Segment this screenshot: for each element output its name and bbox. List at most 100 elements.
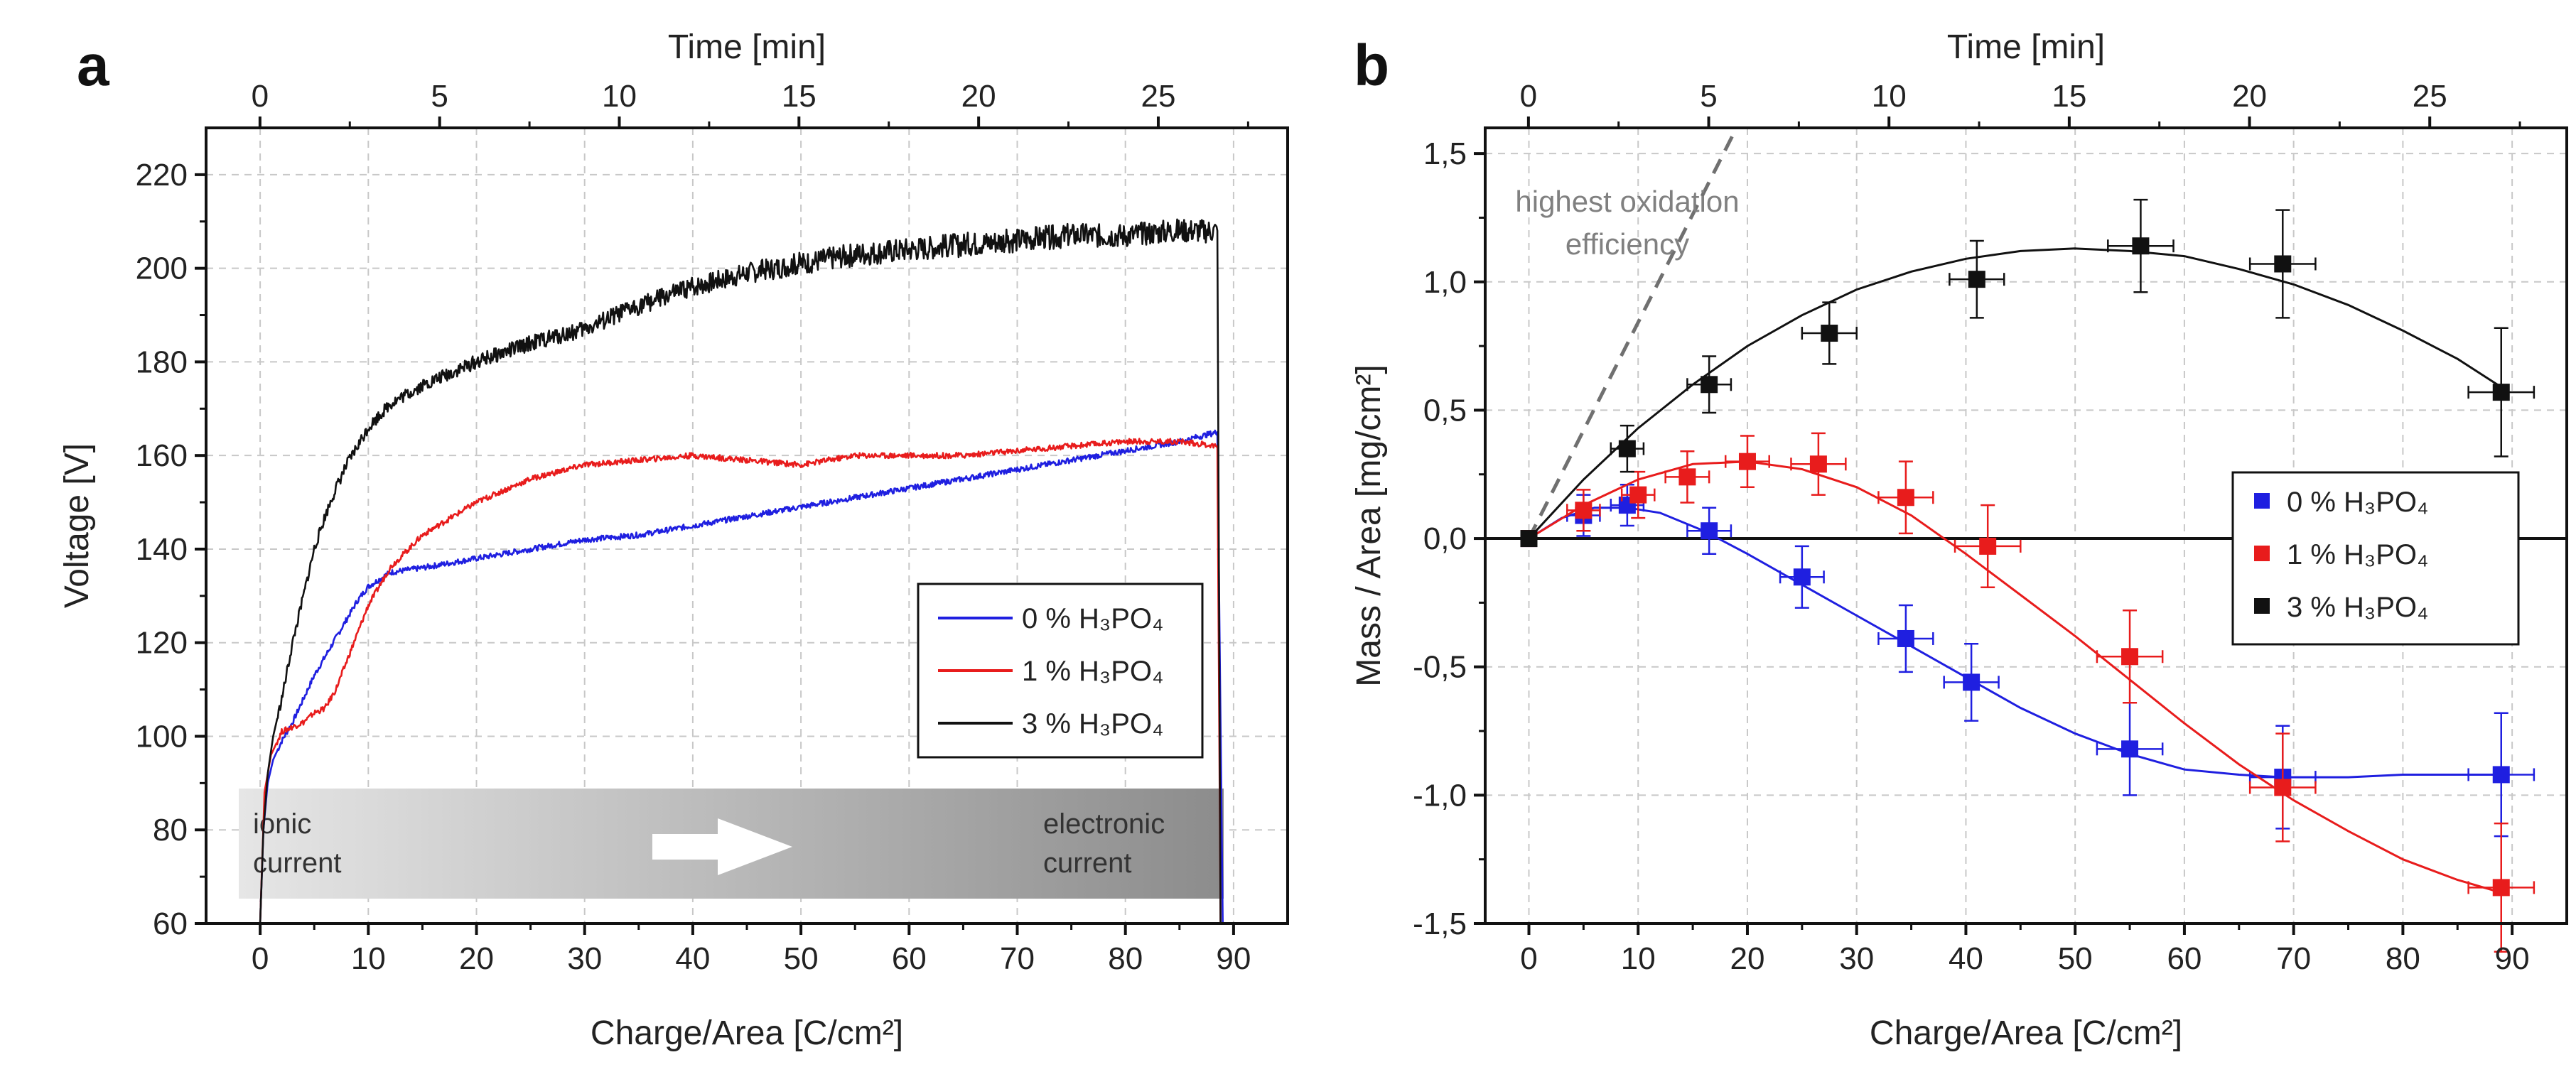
- x2-tick-label-5: 25: [2413, 79, 2447, 114]
- panel-a-band: ionic current electronic current: [239, 789, 1224, 899]
- panel-b-plot-frame: [1484, 126, 2568, 925]
- x2-tick-label-5: 25: [1141, 79, 1175, 114]
- x-tick-label-5: 50: [2058, 941, 2093, 976]
- series-line-black: [259, 218, 1222, 924]
- point-black-7: [2492, 384, 2510, 401]
- series-line-red: [259, 438, 1222, 924]
- point-red-3: [1678, 468, 1696, 486]
- y-tick-label-0: -1,5: [1413, 906, 1467, 941]
- y-tick-label-8: 220: [136, 158, 188, 193]
- x-tick-label-8: 80: [2386, 941, 2420, 976]
- point-black-2: [1701, 376, 1718, 394]
- x2-tick-label-3: 15: [2052, 79, 2086, 114]
- panel-a: a ionic current electronic current 0 10 20…: [58, 28, 1289, 1052]
- reference-label-1: highest oxidation: [1515, 185, 1739, 218]
- x2-tick-label-4: 20: [2232, 79, 2267, 114]
- point-red-1: [1575, 502, 1593, 519]
- point-red-2: [1629, 486, 1647, 504]
- panel-b: b highest oxidation efficiency 0 10 20 30 40…: [1350, 28, 2568, 1052]
- y-tick-label-4: 0,5: [1423, 393, 1467, 428]
- fit-curve-red: [1528, 460, 2502, 894]
- panel-a-y-axis-title: Voltage [V]: [58, 443, 96, 608]
- x2-tick-label-0: 0: [1520, 79, 1537, 114]
- panel-a-x-axis-title: Charge/Area [C/cm²]: [591, 1014, 903, 1052]
- panel-a-series: [259, 218, 1224, 924]
- x2-tick-label-1: 5: [1700, 79, 1717, 114]
- point-blue-7: [2121, 740, 2139, 758]
- y-tick-label-5: 160: [136, 438, 188, 473]
- legend-b-label-2: 3 % H₃PO₄: [2287, 592, 2428, 623]
- y-tick-label-4: 140: [136, 532, 188, 567]
- point-blue-9: [2492, 766, 2510, 784]
- x2-tick-label-0: 0: [252, 79, 269, 114]
- point-black-4: [1968, 271, 1985, 288]
- y-tick-label-1: 80: [153, 813, 188, 847]
- x-tick-label-6: 60: [892, 941, 927, 976]
- y-tick-label-2: -0,5: [1413, 650, 1467, 685]
- x-tick-label-0: 0: [1520, 941, 1537, 976]
- x2-tick-label-3: 15: [782, 79, 817, 114]
- panel-b-legend-box: [2231, 471, 2520, 646]
- legend-a-label-1: 1 % H₃PO₄: [1022, 656, 1163, 687]
- x-tick-label-3: 30: [1839, 941, 1874, 976]
- y-tick-label-3: 120: [136, 626, 188, 661]
- point-black-6: [2274, 255, 2292, 273]
- panel-b-y-axis-title: Mass / Area [mg/cm²]: [1350, 364, 1388, 686]
- y-tick-label-1: -1,0: [1413, 778, 1467, 813]
- panel-a-legend: 0 % H₃PO₄ 1 % H₃PO₄ 3 % H₃PO₄: [917, 583, 1204, 759]
- panel-b-x-axis-title: Charge/Area [C/cm²]: [1870, 1014, 2182, 1052]
- point-blue-5: [1897, 629, 1914, 647]
- panel-b-reference: highest oxidation efficiency: [1515, 126, 1740, 540]
- legend-a-label-2: 3 % H₃PO₄: [1022, 708, 1163, 740]
- point-black-3: [1821, 325, 1838, 342]
- band-label-electronic-2: current: [1043, 847, 1132, 879]
- legend-b-label-0: 0 % H₃PO₄: [2287, 487, 2428, 518]
- x-tick-label-9: 90: [1216, 941, 1251, 976]
- reference-label-2: efficiency: [1565, 227, 1689, 261]
- y-tick-label-5: 1,0: [1423, 265, 1467, 300]
- panel-a-ticks: 0 10 20 30 40 50 60 70 80 90608010012014016018020…: [136, 79, 1251, 976]
- x-tick-label-4: 40: [1949, 941, 1983, 976]
- point-red-4: [1738, 453, 1756, 470]
- panel-a-x2-axis-title: Time [min]: [668, 28, 826, 66]
- panel-a-grid: [206, 128, 1288, 924]
- point-black-0: [1520, 530, 1538, 548]
- x-tick-label-9: 90: [2495, 941, 2530, 976]
- band-label-ionic-1: ionic: [253, 808, 311, 840]
- x-tick-label-0: 0: [252, 941, 269, 976]
- point-blue-3: [1701, 522, 1718, 540]
- x-tick-label-1: 10: [351, 941, 386, 976]
- y-tick-label-6: 180: [136, 345, 188, 379]
- y-tick-label-6: 1,5: [1423, 136, 1467, 171]
- x-tick-label-2: 20: [459, 941, 494, 976]
- transition-arrow: [652, 818, 792, 875]
- band-label-electronic-1: electronic: [1043, 808, 1165, 840]
- panel-label-a: a: [77, 33, 110, 98]
- legend-b-marker-1: [2254, 546, 2270, 561]
- point-red-10: [2492, 879, 2510, 897]
- x2-tick-label-1: 5: [431, 79, 448, 114]
- point-red-6: [1897, 489, 1914, 507]
- point-blue-6: [1963, 673, 1980, 691]
- x2-tick-label-2: 10: [602, 79, 637, 114]
- y-tick-label-3: 0,0: [1423, 521, 1467, 556]
- x-tick-label-4: 40: [675, 941, 710, 976]
- legend-b-label-1: 1 % H₃PO₄: [2287, 539, 2428, 570]
- panel-b-x2-axis-title: Time [min]: [1947, 28, 2105, 66]
- legend-a-label-0: 0 % H₃PO₄: [1022, 603, 1163, 634]
- x-tick-label-5: 50: [784, 941, 819, 976]
- panel-b-legend: 0 % H₃PO₄ 1 % H₃PO₄ 3 % H₃PO₄: [2231, 471, 2520, 646]
- panel-label-b: b: [1354, 33, 1389, 98]
- point-red-8: [2121, 648, 2139, 666]
- point-black-5: [2132, 237, 2150, 255]
- point-red-5: [1809, 455, 1827, 473]
- x-tick-label-2: 20: [1730, 941, 1764, 976]
- y-tick-label-0: 60: [153, 906, 188, 941]
- x-tick-label-3: 30: [567, 941, 602, 976]
- point-black-1: [1618, 440, 1636, 457]
- legend-b-marker-0: [2254, 493, 2270, 509]
- x-tick-label-7: 70: [1000, 941, 1035, 976]
- legend-b-marker-2: [2254, 598, 2270, 614]
- series-line-blue: [259, 429, 1224, 924]
